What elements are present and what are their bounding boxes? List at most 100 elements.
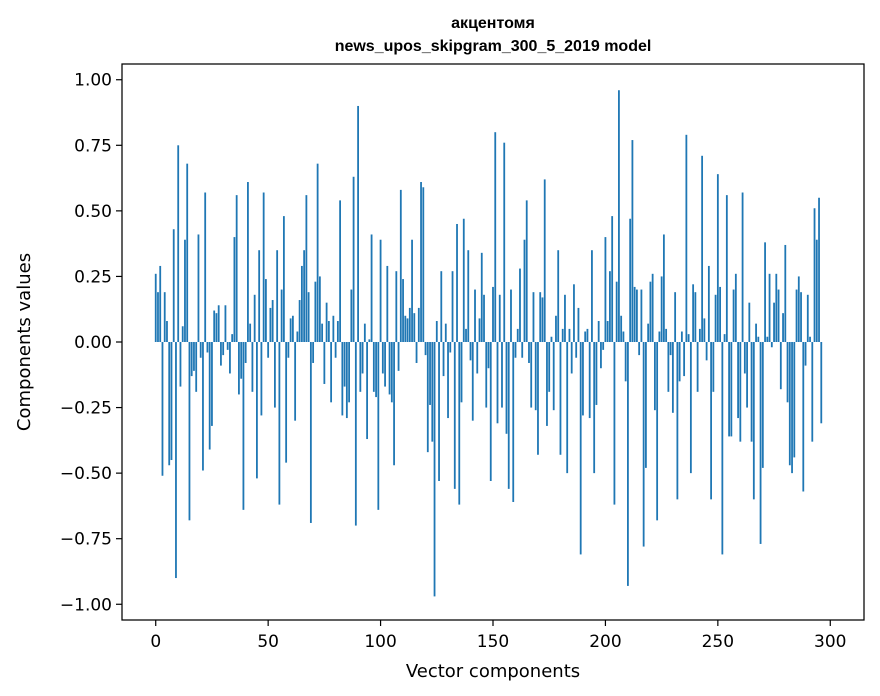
bar: [287, 342, 290, 358]
bar: [395, 271, 398, 342]
bar: [784, 244, 787, 342]
bar: [761, 342, 764, 468]
bar: [460, 342, 463, 403]
bar: [431, 342, 434, 442]
bar: [804, 342, 807, 366]
x-tick-label: 300: [814, 632, 846, 652]
y-tick-label: 0.50: [74, 202, 112, 222]
bar: [746, 342, 748, 408]
bar: [680, 331, 683, 342]
bar: [438, 342, 440, 481]
bar: [190, 342, 193, 377]
bar: [377, 342, 380, 510]
bar: [737, 342, 739, 419]
bar: [420, 182, 422, 342]
bar: [692, 284, 695, 342]
x-axis-ticks: 0 50 100 150 200 250 300: [150, 620, 846, 652]
bar: [716, 174, 719, 342]
bar: [291, 315, 294, 342]
bar: [372, 342, 375, 392]
bar: [665, 328, 668, 342]
bar: [467, 250, 470, 342]
bar: [390, 342, 393, 403]
bar: [559, 342, 562, 455]
bar: [647, 323, 650, 342]
bar: [815, 239, 818, 342]
bar: [561, 328, 564, 342]
bar: [379, 239, 382, 342]
bar: [294, 342, 297, 421]
bar: [609, 271, 611, 342]
bar: [296, 331, 299, 342]
bar: [674, 292, 677, 342]
bar: [811, 342, 814, 442]
bar: [645, 342, 647, 468]
bar: [415, 342, 418, 363]
bar: [166, 321, 168, 342]
bar: [541, 297, 544, 342]
bar: [775, 273, 778, 342]
bar: [525, 200, 528, 342]
bar: [184, 239, 186, 342]
bar: [573, 284, 575, 342]
bar: [809, 336, 811, 342]
bar: [622, 331, 625, 342]
bar: [269, 307, 272, 342]
bar: [199, 342, 202, 358]
bar: [503, 142, 506, 342]
bar: [651, 273, 654, 342]
bar: [471, 342, 474, 421]
bar: [719, 286, 721, 342]
bar: [627, 342, 629, 586]
bar: [618, 90, 620, 342]
bar: [229, 342, 231, 374]
bar: [600, 342, 602, 369]
x-tick-label: 200: [589, 632, 621, 652]
bar: [175, 342, 177, 579]
y-axis-label: Components values: [14, 253, 35, 431]
bar: [710, 342, 712, 500]
y-tick-label: −1.00: [60, 595, 112, 615]
bar: [341, 342, 344, 416]
bar: [566, 342, 569, 474]
bar: [624, 342, 627, 382]
bar: [588, 342, 591, 419]
bar: [244, 342, 247, 363]
bar: [595, 342, 598, 405]
bar: [449, 342, 452, 353]
y-tick-label: 0.25: [74, 267, 112, 287]
x-tick-label: 0: [150, 632, 161, 652]
x-tick-label: 100: [364, 632, 396, 652]
bar: [512, 342, 515, 502]
bar: [676, 342, 679, 500]
bar: [208, 342, 211, 450]
bar: [584, 331, 587, 342]
y-axis-ticks: −1.00 −0.75 −0.50 −0.25 0.00 0.25 0.50 0.75 1.00: [60, 71, 122, 615]
bar: [671, 342, 674, 413]
x-tick-label: 50: [257, 632, 279, 652]
chart-title: акцентомя: [451, 15, 535, 32]
bar: [478, 318, 481, 342]
bar: [498, 294, 501, 342]
bar: [638, 342, 641, 356]
bar: [408, 307, 411, 342]
bar: [224, 305, 227, 342]
bar: [260, 342, 263, 416]
bar: [386, 265, 389, 342]
bar: [530, 342, 533, 408]
bar: [653, 342, 656, 411]
bar: [388, 342, 391, 395]
bar: [330, 342, 333, 403]
bar: [579, 342, 582, 555]
bar: [642, 342, 645, 547]
bar: [179, 342, 182, 387]
y-tick-label: −0.50: [60, 464, 112, 484]
bar: [786, 342, 789, 403]
bar: [465, 328, 467, 342]
bar: [685, 134, 688, 342]
bar: [523, 239, 526, 342]
bar: [274, 342, 276, 408]
bar: [357, 105, 359, 343]
bar: [350, 289, 353, 342]
